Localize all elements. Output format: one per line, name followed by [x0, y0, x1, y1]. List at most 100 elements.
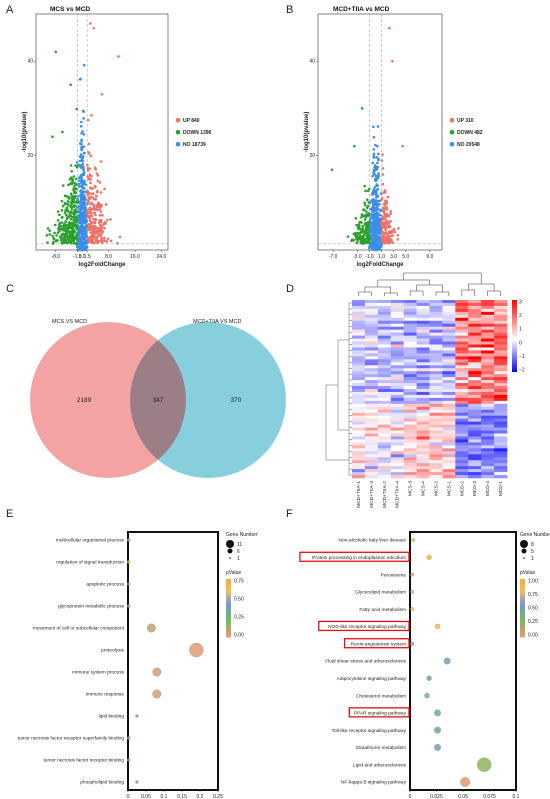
heatmap-cell — [364, 305, 379, 310]
enrich-f-xtick-label: 0.05 — [458, 794, 468, 799]
heatmap-cell — [403, 394, 417, 399]
enrich-e-color-legend-tick: 0.25 — [234, 615, 244, 621]
heatmap-cell — [494, 371, 508, 375]
heatmap-cell — [468, 350, 482, 354]
heatmap-cell — [352, 391, 366, 396]
volcano-b-point-no — [372, 227, 376, 231]
heatmap-cell — [364, 329, 379, 333]
volcano-b-point-down — [355, 233, 359, 236]
heatmap-cell — [377, 412, 392, 416]
heatmap-cell — [494, 380, 508, 384]
enrich-e-color-legend-segment — [226, 579, 231, 582]
volcano-a-point-no — [82, 197, 85, 201]
enrich-f-color-legend-segment — [520, 603, 525, 606]
volcano-b-point-no — [373, 165, 377, 169]
heatmap-cell — [481, 433, 495, 437]
heatmap-cell — [468, 383, 482, 387]
heatmap-cell — [416, 442, 430, 446]
heatmap-cell — [416, 332, 430, 336]
volcano-a-point-down — [61, 215, 64, 219]
heatmap-cell — [390, 326, 404, 330]
volcano-a-point-no — [78, 78, 82, 81]
enrich-f-highlight-box — [343, 638, 410, 649]
heatmap-cell — [352, 335, 366, 339]
heatmap-cell — [455, 460, 469, 464]
volcano-a-point-down — [56, 231, 60, 234]
enrich-e-bubble — [135, 780, 139, 784]
volcano-b-point-up — [383, 189, 387, 192]
enrich-f-bubble — [434, 709, 441, 717]
volcano-a-point-down — [69, 201, 72, 204]
heatmap-cell — [494, 463, 508, 467]
heatmap-cell — [416, 445, 430, 449]
volcano-a-point-up — [100, 241, 104, 245]
heatmap-cell — [455, 442, 469, 446]
volcano-b-point-outlier — [388, 26, 391, 30]
volcano-b-point-up — [396, 234, 400, 237]
volcano-a-point-down — [58, 221, 62, 225]
heatmap-cell — [403, 433, 417, 437]
volcano-a-point-down — [52, 240, 55, 244]
heatmap-cell — [416, 412, 430, 416]
heatmap-cell — [481, 403, 495, 408]
heatmap-cell — [352, 338, 366, 342]
heatmap-cell — [481, 356, 495, 360]
volcano-b-point-no — [371, 203, 375, 206]
heatmap-cell — [455, 409, 469, 414]
heatmap-cell — [481, 332, 495, 336]
volcano-a-point-up — [93, 166, 97, 170]
enrich-f-size-legend-dot — [523, 557, 525, 559]
heatmap-cell — [416, 311, 430, 316]
volcano-b-point-up — [380, 159, 384, 162]
heatmap-cell — [416, 439, 430, 443]
heatmap-cell — [481, 418, 495, 422]
heatmap-cell — [390, 391, 404, 396]
heatmap-cell — [390, 353, 404, 357]
enrich-f-category-label: Non-alcoholic fatty liver disease — [339, 538, 407, 544]
heatmap-cell — [364, 436, 379, 440]
enrich-f-category-label: Fluid shear stress and atherosclerosis — [325, 659, 406, 665]
heatmap-cell — [390, 454, 404, 458]
heatmap-cell — [494, 356, 508, 360]
volcano-a-point-down — [63, 237, 66, 241]
volcano-b-point-up — [381, 238, 385, 241]
volcano-b-point-up — [389, 210, 393, 213]
heatmap-cell — [377, 427, 392, 431]
heatmap-cell — [416, 305, 430, 310]
heatmap-cell — [481, 412, 495, 416]
volcano-b-point-no — [374, 190, 378, 194]
heatmap-cell — [494, 314, 508, 319]
enrich-e-color-legend-segment — [226, 634, 231, 638]
volcano-a-point-down — [45, 233, 49, 237]
heatmap-cell — [352, 386, 366, 390]
heatmap-cell — [494, 391, 508, 396]
volcano-a-point-outlier — [100, 92, 104, 96]
heatmap-cell — [494, 466, 508, 470]
heatmap-cell — [455, 326, 469, 330]
heatmap-cell — [455, 368, 469, 372]
volcano-b-point-up — [383, 213, 387, 217]
volcano-a-point-down — [63, 241, 67, 244]
enrich-e-size-legend-label: 1 — [237, 556, 240, 562]
heatmap-cell — [352, 412, 366, 416]
heatmap-cell — [403, 430, 417, 434]
heatmap-cell — [416, 451, 430, 455]
enrich-f-color-legend-segment — [520, 581, 525, 585]
volcano-b-point-no — [379, 217, 382, 220]
heatmap-cell — [481, 317, 495, 322]
heatmap-cell — [352, 368, 366, 372]
heatmap-cell — [416, 469, 430, 473]
heatmap-cell — [377, 308, 392, 313]
volcano-b-point-down — [365, 198, 369, 202]
volcano-b-point-down — [363, 201, 366, 205]
heatmap-cell — [416, 389, 430, 393]
enrich-e-size-legend-label: 11 — [237, 542, 242, 548]
heatmap-cell — [377, 362, 392, 366]
volcano-a-point-no — [79, 125, 83, 128]
heatmap-cell — [481, 368, 495, 372]
heatmap-cell — [442, 374, 456, 378]
volcano-a-point-up — [97, 221, 101, 224]
volcano-a-point-up — [89, 209, 92, 212]
enrich-e-color-legend-segment — [226, 603, 231, 606]
heatmap-cell — [390, 362, 404, 366]
